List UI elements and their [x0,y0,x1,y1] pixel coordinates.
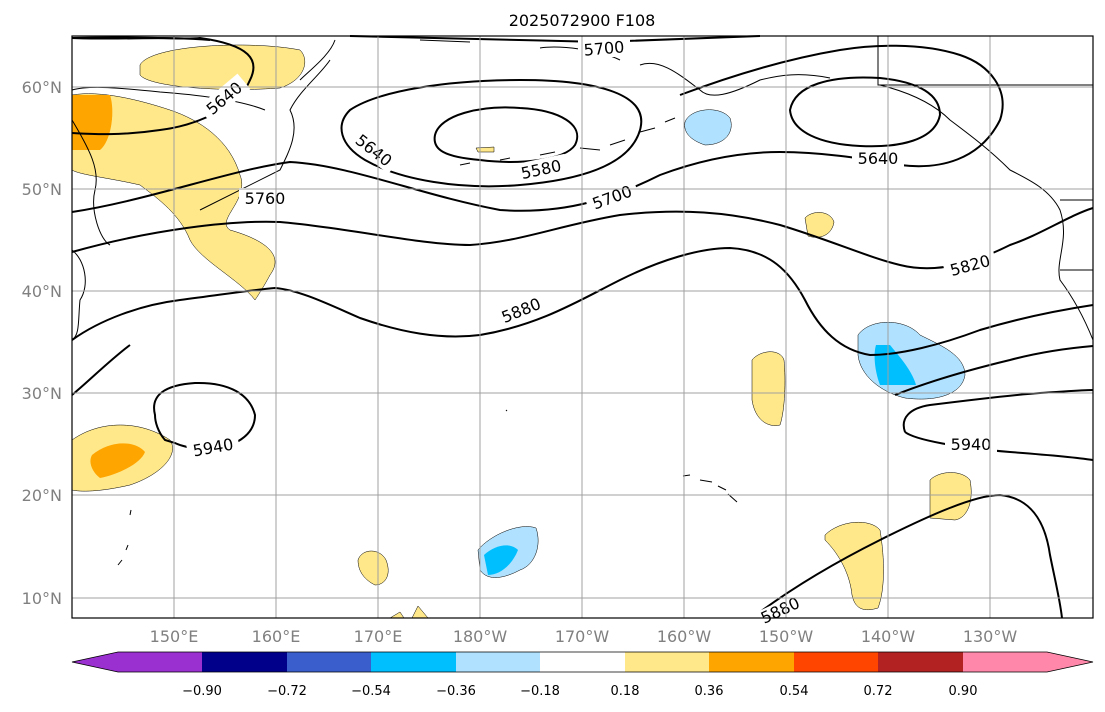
positive-anomaly-area [751,351,786,426]
lon-label: 170°E [354,627,403,646]
contour-line [788,76,942,148]
positive-anomaly-area [929,472,972,521]
lon-label: 130°W [963,627,1018,646]
colorbar-segment [202,652,287,672]
colorbar-tick-label: −0.54 [351,684,391,699]
contour-line [71,344,257,452]
lon-label: 150°W [759,627,814,646]
colorbar-tick-label: −0.18 [520,684,560,699]
colorbar-segment [878,652,963,672]
map-panel: 5700 5640 5640 5580 5700 5640 5760 5820 … [71,35,1094,628]
colorbar-tick-label: 0.18 [611,684,640,699]
aleutian-islands [459,117,676,166]
colorbar-segment [794,652,878,672]
colorbar-segment [371,652,456,672]
lon-label: 160°E [252,627,301,646]
pacific-islands [117,409,508,566]
contour-line [759,493,1063,619]
lon-label: 140°W [861,627,916,646]
contour-line [340,78,643,188]
coastlines [71,36,1094,566]
negative-anomaly-area [484,545,518,575]
contour-label: 5940 [191,435,234,461]
colorbar-segment [540,652,625,672]
colorbar-tick-label: 0.54 [780,684,809,699]
positive-anomaly-area [824,521,884,611]
hawaii-islands [682,474,738,503]
contour-label: 5760 [245,189,286,208]
lat-label: 50°N [22,180,62,199]
contour-label: 5700 [583,37,625,59]
lat-label: 10°N [22,589,62,608]
contour-label: 5880 [499,294,544,327]
positive-anomaly-area [71,93,276,301]
colorbar-tick-label: 0.36 [695,684,724,699]
colorbar-tick-labels: −0.90 −0.72 −0.54 −0.36 −0.18 0.18 0.36 … [182,684,977,699]
contour-label: 5640 [858,149,899,168]
colorbar-segment [287,652,371,672]
colorbar-segments [71,651,1094,673]
longitude-labels: 150°E 160°E 170°E 180°W 170°W 160°W 150°… [150,627,1018,646]
graticule [72,36,1093,618]
latitude-labels: 60°N 50°N 40°N 30°N 20°N 10°N [22,78,62,608]
colorbar-tick-label: −0.90 [182,684,222,699]
colorbar-tick-label: −0.36 [436,684,476,699]
colorbar-outline [71,651,1094,673]
colorbar-segment [625,652,709,672]
lon-label: 180°W [453,627,508,646]
canada-border [877,36,1093,271]
negative-anomaly-area [857,322,966,400]
lat-label: 40°N [22,282,62,301]
lon-label: 160°W [657,627,712,646]
contour-label: 5940 [951,435,992,454]
colorbar-tick-label: −0.72 [267,684,307,699]
contour-label: 5700 [590,182,635,214]
contour-label: 5820 [948,251,992,280]
colorbar-tick-label: 0.90 [949,684,978,699]
contour-label: 5580 [519,156,563,183]
lon-label: 170°W [555,627,610,646]
map-frame [71,35,1094,619]
colorbar-segment [456,652,540,672]
positive-anomaly-area [139,44,305,90]
lat-label: 60°N [22,78,62,97]
contour-line [71,35,761,44]
anomaly-shading [71,44,972,619]
positive-anomaly-area [357,550,389,586]
positive-anomaly-area [72,95,113,150]
colorbar-segment [72,652,202,672]
positive-anomaly-area [475,146,495,153]
lat-label: 30°N [22,384,62,403]
contour-line [71,44,1004,213]
colorbar-segment [963,652,1093,672]
lat-label: 20°N [22,486,62,505]
map-title: 2025072900 F108 [509,11,656,30]
lon-label: 150°E [150,627,199,646]
positive-anomaly-area [389,605,429,619]
colorbar-segment [709,652,794,672]
negative-anomaly-area [684,109,732,146]
positive-anomaly-area [90,443,145,478]
contour-line [894,345,1094,461]
colorbar: −0.90 −0.72 −0.54 −0.36 −0.18 0.18 0.36 … [71,651,1094,699]
contour-line [433,106,578,163]
contour-line [71,246,1094,357]
colorbar-tick-label: 0.72 [864,684,893,699]
